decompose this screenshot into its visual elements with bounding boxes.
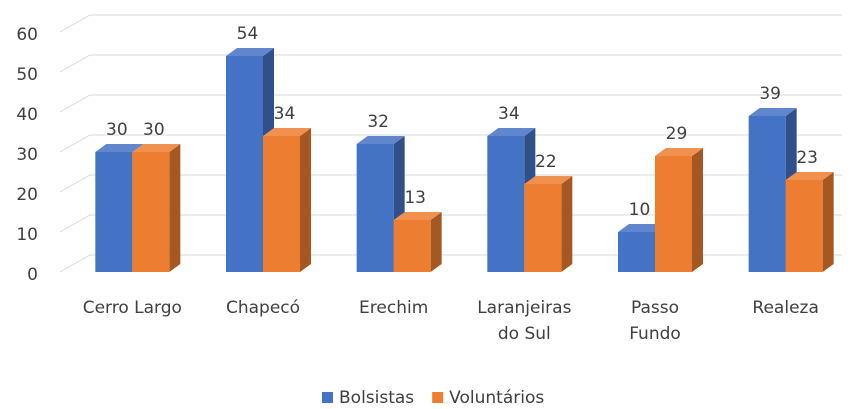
bar (785, 172, 834, 272)
grid-line (59, 174, 842, 193)
data-label: 30 (106, 120, 128, 140)
bar-face (95, 152, 133, 272)
grid-line (59, 54, 842, 73)
bar-face (132, 144, 181, 152)
data-label: 32 (367, 112, 389, 132)
data-label: 34 (274, 104, 296, 124)
grid-line (59, 214, 842, 233)
data-label: 54 (237, 24, 259, 44)
legend-label: Bolsistas (339, 388, 414, 408)
grid-line (59, 94, 842, 113)
x-tick-label: Laranjeiras do Sul (477, 298, 572, 344)
bar-face (785, 172, 834, 180)
data-label: 29 (666, 124, 688, 144)
bar-face (356, 144, 394, 272)
bar-face (524, 176, 573, 184)
y-tick-label: 30 (16, 145, 38, 165)
y-tick-label: 10 (16, 225, 38, 245)
bar-face (393, 220, 431, 272)
bar-face (487, 136, 525, 272)
x-tick-label: Erechim (359, 298, 429, 318)
y-tick-label: 60 (16, 25, 38, 45)
y-tick-label: 50 (16, 65, 38, 85)
bar (263, 128, 311, 272)
y-tick-label: 20 (16, 185, 38, 205)
bar-face (748, 116, 786, 272)
data-label: 10 (629, 200, 651, 220)
bar-face (524, 184, 562, 272)
bar-face (618, 224, 666, 232)
bar-face (226, 48, 274, 56)
data-label: 22 (535, 152, 557, 172)
bar-face (785, 180, 823, 272)
bar-face (356, 136, 405, 144)
legend-swatch (322, 392, 333, 403)
bar-face (132, 152, 170, 272)
bar-face (487, 128, 536, 136)
bar-face (263, 128, 311, 136)
bar-face (393, 212, 442, 220)
data-label: 13 (404, 188, 426, 208)
bar (524, 176, 573, 272)
bar (393, 212, 442, 272)
bar (655, 148, 703, 272)
bar-face (430, 212, 442, 272)
bar-face (692, 148, 703, 272)
y-tick-label: 40 (16, 105, 38, 125)
grid-line (59, 14, 842, 33)
grid-line (59, 254, 842, 273)
bar-face (618, 232, 655, 272)
bar-face (95, 144, 144, 152)
data-label: 34 (498, 104, 520, 124)
legend-swatch (432, 392, 444, 403)
data-label: 23 (796, 148, 818, 168)
bar-face (655, 148, 703, 156)
bar-face (748, 108, 797, 116)
bar-face (561, 176, 573, 272)
x-tick-label: Cerro Largo (82, 298, 182, 318)
bar-face (226, 56, 263, 272)
bar-face (655, 156, 692, 272)
bar-face (169, 144, 181, 272)
bar (132, 144, 181, 272)
x-tick-label: Passo Fundo (629, 298, 681, 344)
data-label: 30 (143, 120, 165, 140)
bar-face (822, 172, 834, 272)
data-label: 39 (759, 84, 781, 104)
bar-face (263, 136, 300, 272)
grid-line (59, 134, 842, 153)
x-tick-label: Chapecó (225, 298, 301, 318)
bar-face (300, 128, 311, 272)
y-tick-label: 0 (27, 265, 38, 285)
legend-label: Voluntários (449, 388, 544, 408)
x-tick-label: Realeza (752, 298, 819, 318)
